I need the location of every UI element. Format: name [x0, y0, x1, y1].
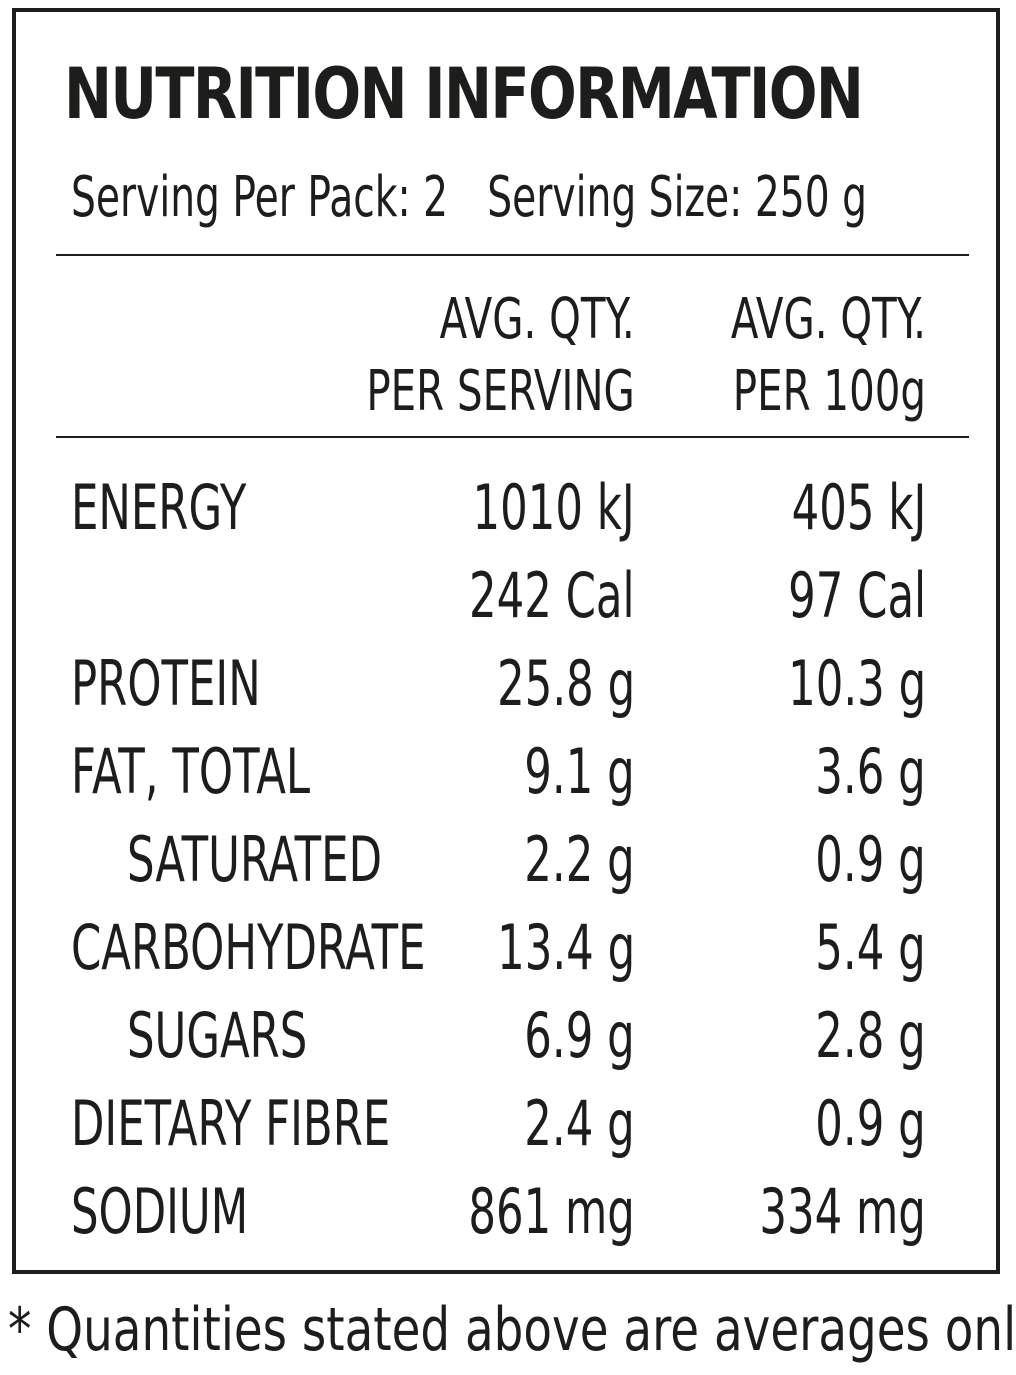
value-per-100g: 97 Cal [788, 559, 926, 632]
value-per-serving: 6.9 g [524, 999, 635, 1072]
value-per-serving: 242 Cal [469, 559, 635, 632]
value-per-serving: 9.1 g [524, 735, 635, 808]
column-header-per-serving-line2: PER SERVING [366, 359, 635, 424]
column-header-per-100g-line2: PER 100g [732, 359, 926, 424]
row-label: DIETARY FIBRE [71, 1087, 391, 1160]
panel-title: NUTRITION INFORMATION [64, 53, 864, 135]
divider-top [56, 254, 969, 256]
serving-per-pack: Serving Per Pack: 2 [71, 165, 449, 230]
footnote: * Quantities stated above are averages o… [8, 1295, 1016, 1365]
column-header-per-serving-line1: AVG. QTY. [439, 287, 635, 352]
value-per-serving: 13.4 g [497, 911, 635, 984]
divider-header [56, 436, 969, 438]
value-per-100g: 3.6 g [815, 735, 926, 808]
value-per-100g: 0.9 g [815, 1087, 926, 1160]
table-row-dietary-fibre: DIETARY FIBRE 2.4 g 0.9 g [16, 1080, 996, 1168]
row-label: PROTEIN [71, 647, 261, 720]
nutrition-rows: ENERGY 1010 kJ 405 kJ 242 Cal 97 Cal PRO… [16, 464, 996, 1256]
column-header-per-100g: AVG. QTY. PER 100g [731, 284, 926, 428]
value-per-100g: 10.3 g [788, 647, 926, 720]
value-per-serving: 2.4 g [524, 1087, 635, 1160]
table-row-saturated: SATURATED 2.2 g 0.9 g [16, 816, 996, 904]
table-row-fat-total: FAT, TOTAL 9.1 g 3.6 g [16, 728, 996, 816]
row-label: ENERGY [71, 471, 247, 544]
value-per-100g: 0.9 g [815, 823, 926, 896]
serving-size: Serving Size: 250 g [487, 165, 867, 230]
value-per-serving: 1010 kJ [472, 471, 635, 544]
table-row-sugars: SUGARS 6.9 g 2.8 g [16, 992, 996, 1080]
nutrition-panel: NUTRITION INFORMATION Serving Per Pack: … [12, 8, 1000, 1274]
serving-info: Serving Per Pack: 2 Serving Size: 250 g [71, 160, 867, 236]
table-row-energy-kj: ENERGY 1010 kJ 405 kJ [16, 464, 996, 552]
row-label: FAT, TOTAL [71, 735, 311, 808]
table-row-energy-cal: 242 Cal 97 Cal [16, 552, 996, 640]
value-per-serving: 861 mg [468, 1175, 635, 1248]
column-header-per-serving: AVG. QTY. PER SERVING [367, 284, 635, 428]
value-per-serving: 25.8 g [497, 647, 635, 720]
row-label: CARBOHYDRATE [71, 911, 426, 984]
row-label: SUGARS [127, 999, 308, 1072]
table-row-carbohydrate: CARBOHYDRATE 13.4 g 5.4 g [16, 904, 996, 992]
table-row-sodium: SODIUM 861 mg 334 mg [16, 1168, 996, 1256]
value-per-serving: 2.2 g [524, 823, 635, 896]
value-per-100g: 5.4 g [815, 911, 926, 984]
value-per-100g: 405 kJ [791, 471, 926, 544]
value-per-100g: 334 mg [759, 1175, 926, 1248]
column-header-per-100g-line1: AVG. QTY. [730, 287, 926, 352]
table-row-protein: PROTEIN 25.8 g 10.3 g [16, 640, 996, 728]
row-label: SODIUM [71, 1175, 249, 1248]
value-per-100g: 2.8 g [815, 999, 926, 1072]
row-label: SATURATED [127, 823, 383, 896]
